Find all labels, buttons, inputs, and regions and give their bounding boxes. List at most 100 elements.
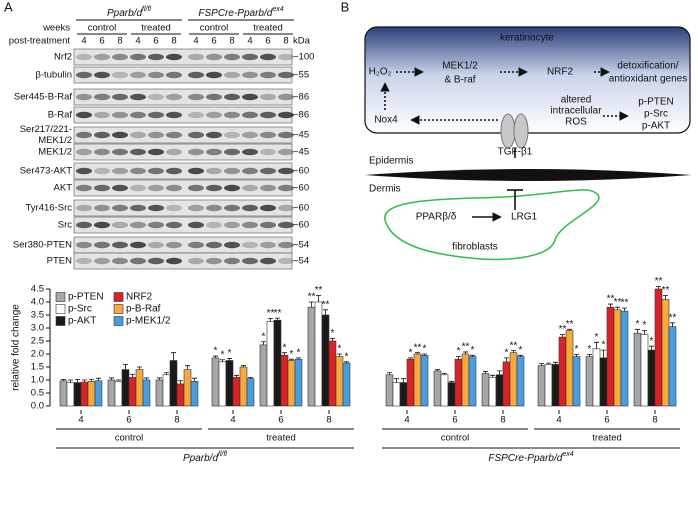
blot-band [112,184,128,192]
x-tick-label: 4 [230,415,235,426]
blot-row-label: Src [58,220,73,231]
phospho-label: p-Src [644,109,668,120]
lane-label: 6 [99,36,104,47]
error-bar [649,345,654,351]
blot-band [112,241,128,249]
tgf: TGF-β1 [498,147,533,158]
error-bar [663,295,668,300]
error-bar [213,355,218,358]
lane-label: 4 [81,36,86,47]
blot-kda: ~86 [293,110,309,121]
bar [59,380,68,407]
lane-label: 4 [193,36,198,47]
blot-band [112,71,128,79]
blot-band [224,241,240,249]
y-tick-label: 0.0 [31,401,44,412]
bar [328,340,337,407]
bar [654,288,663,407]
error-bar [130,373,135,378]
fibroblasts: fibroblasts [452,242,498,253]
blot-band [224,53,240,61]
significance: ** [315,285,323,296]
bar [142,379,151,407]
blot-band [242,131,258,139]
blot-row-label: AKT [54,183,73,194]
error-bar [635,328,640,334]
legend-label: p-PTEN [68,292,104,303]
blot-band [188,93,204,101]
condition-label: treated [253,23,283,34]
bar [399,382,408,407]
error-bar [241,365,246,367]
blot-band [224,221,240,229]
error-bar [164,372,169,375]
blot-row-label: B-Raf [48,110,73,121]
error-bar [415,352,420,354]
blot-band [166,53,182,61]
significance: * [345,351,349,362]
blot-band [260,221,276,229]
bar [647,349,656,407]
significance: * [471,345,475,356]
x-tick-label: 8 [174,415,179,426]
significance: * [297,348,301,359]
y-axis-title: relative fold change [11,304,22,391]
blot-band [260,204,276,212]
error-bar [123,364,128,370]
bar [599,357,608,407]
bar [592,348,601,407]
legend-swatch [55,316,66,326]
blot-band [94,167,110,175]
error-bar [553,361,558,365]
error-bar [539,363,544,366]
blot-band [148,148,164,156]
bar [225,360,234,407]
blot-band [148,221,164,229]
epidermis: Epidermis [369,156,413,167]
bar [335,356,344,407]
blot-band [278,221,294,229]
blot-band [76,204,92,212]
blot-band [130,71,146,79]
blot-band [112,204,128,212]
blot-band [148,184,164,192]
bar [406,358,415,407]
bar [94,380,103,407]
genotype-name: Pparb/d [107,8,142,19]
blot-band [76,221,92,229]
blot-band [94,111,110,119]
bar [169,360,178,407]
blot [73,48,293,66]
blot-band [278,204,294,212]
blot-band [130,111,146,119]
ros-label: intracellular [550,106,602,117]
phospho-label: p-AKT [642,121,670,132]
significance: ** [559,324,567,335]
y-tick-label: 1.5 [31,362,44,373]
blot-band [260,241,276,249]
error-bar [144,377,149,380]
error-bar [82,379,87,383]
blot-band [224,167,240,175]
blot-band [112,167,128,175]
blot-band [260,131,276,139]
blot-band [188,53,204,61]
significance: * [423,344,427,355]
significance: * [575,344,579,355]
blot-row-label: Tyr416-Src [26,203,73,214]
bar [342,362,351,407]
lane-label: 4 [135,36,140,47]
legend-label: p-Src [68,304,92,315]
bar [481,373,490,407]
blot-band [166,131,182,139]
blot-band [224,148,240,156]
blot-kda: ~86 [293,92,309,103]
x-tick-label: 6 [126,415,131,426]
blot-band [148,241,164,249]
significance: ** [607,294,615,305]
bar [287,360,296,407]
bar [211,357,220,407]
blot-band [76,53,92,61]
significance: * [602,340,606,351]
